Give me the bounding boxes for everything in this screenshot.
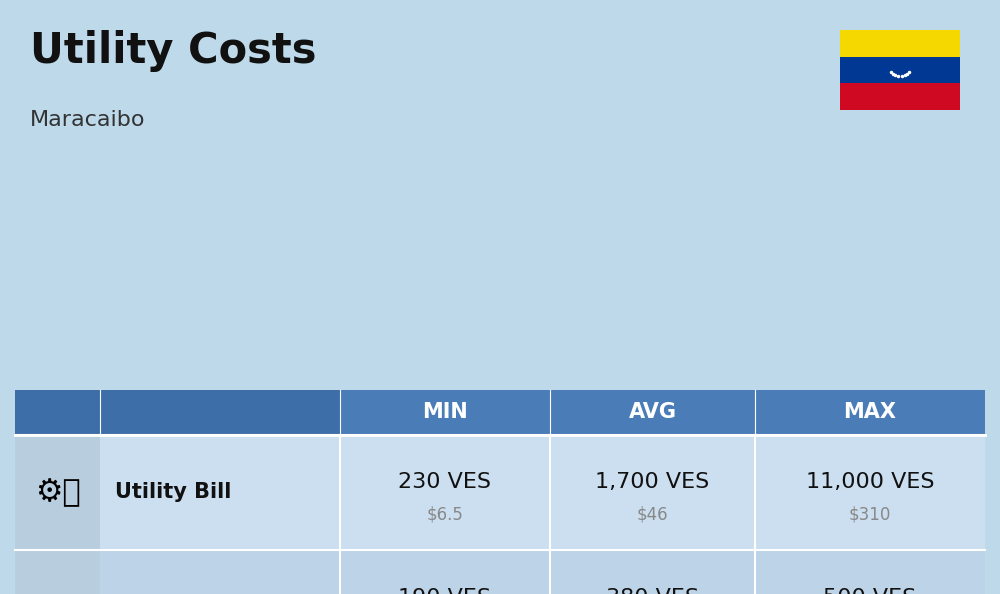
FancyBboxPatch shape [15,435,985,550]
FancyBboxPatch shape [840,30,960,56]
Text: Maracaibo: Maracaibo [30,110,146,130]
Text: 📶: 📶 [48,593,67,594]
Text: AVG: AVG [629,403,676,422]
Text: Utility Bill: Utility Bill [115,482,231,503]
Text: 500 VES: 500 VES [823,587,917,594]
FancyBboxPatch shape [840,56,960,83]
Text: $6.5: $6.5 [427,505,463,523]
Text: 190 VES: 190 VES [398,587,492,594]
FancyBboxPatch shape [15,390,340,435]
Text: $46: $46 [637,505,668,523]
FancyBboxPatch shape [15,390,985,435]
FancyBboxPatch shape [840,83,960,110]
FancyBboxPatch shape [15,550,985,594]
Text: MAX: MAX [844,403,896,422]
FancyBboxPatch shape [15,435,100,550]
Text: 1,700 VES: 1,700 VES [595,472,710,492]
Text: 230 VES: 230 VES [398,472,492,492]
FancyBboxPatch shape [15,550,100,594]
Text: ⚙🔌: ⚙🔌 [35,478,80,507]
Text: $310: $310 [849,505,891,523]
Text: 11,000 VES: 11,000 VES [806,472,934,492]
Text: 380 VES: 380 VES [606,587,699,594]
Text: MIN: MIN [422,403,468,422]
Text: Utility Costs: Utility Costs [30,30,316,72]
